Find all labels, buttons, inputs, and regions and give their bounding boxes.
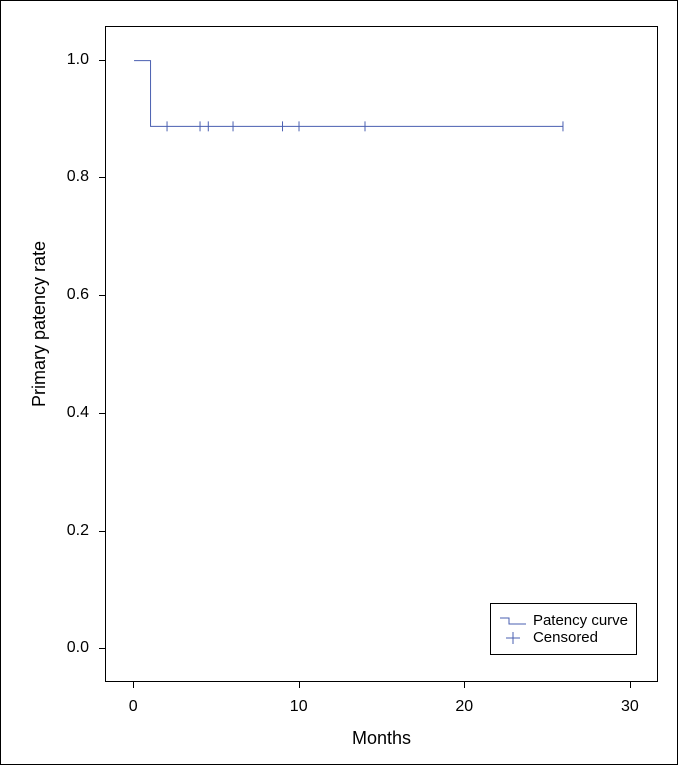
y-tick — [99, 648, 105, 649]
y-tick-label: 0.4 — [1, 404, 89, 422]
x-tick — [133, 682, 134, 688]
y-tick-label: 0.6 — [1, 286, 89, 304]
y-tick — [99, 413, 105, 414]
y-tick-label: 1.0 — [1, 51, 89, 69]
y-tick-label: 0.2 — [1, 522, 89, 540]
legend-label: Patency curve — [533, 612, 628, 629]
x-tick-label: 0 — [129, 698, 138, 716]
censor-tick-icon — [499, 631, 527, 645]
legend-item: Patency curve — [499, 612, 628, 629]
y-tick — [99, 531, 105, 532]
legend-box: Patency curveCensored — [490, 603, 637, 655]
patency-curve — [106, 27, 657, 681]
plot-area: Patency curveCensored — [105, 26, 658, 682]
y-tick — [99, 177, 105, 178]
y-tick-label: 0.0 — [1, 639, 89, 657]
x-tick-label: 10 — [290, 698, 308, 716]
y-tick — [99, 60, 105, 61]
x-tick — [464, 682, 465, 688]
legend-label: Censored — [533, 629, 598, 646]
chart-frame: Patency curveCensored Primary patency ra… — [0, 0, 678, 765]
x-tick — [630, 682, 631, 688]
y-tick-label: 0.8 — [1, 168, 89, 186]
x-tick-label: 30 — [621, 698, 639, 716]
y-tick — [99, 295, 105, 296]
x-tick-label: 20 — [455, 698, 473, 716]
step-line-icon — [499, 614, 527, 628]
x-tick — [299, 682, 300, 688]
x-axis-label: Months — [105, 728, 658, 749]
legend-item: Censored — [499, 629, 628, 646]
